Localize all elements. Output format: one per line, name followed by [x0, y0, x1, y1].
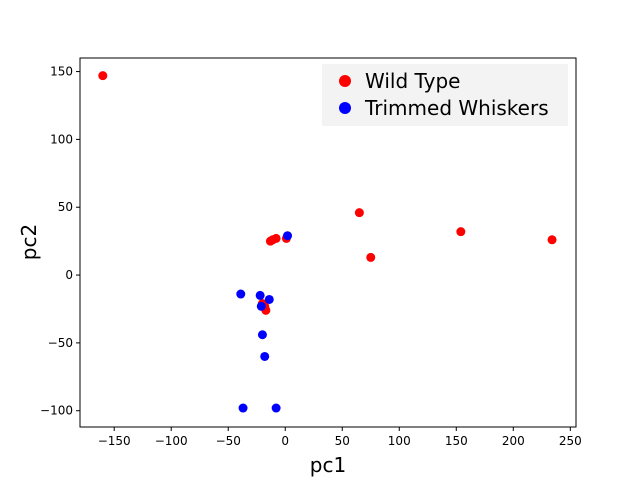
x-axis-ticks: −150 −100 −50 0 50 100 150 200 250: [98, 427, 582, 448]
y-tick-label: 50: [58, 200, 73, 214]
wild-type-point: [271, 233, 281, 243]
wild-type-point: [456, 227, 466, 237]
data-points: [98, 71, 557, 413]
wild-type-point: [547, 235, 557, 245]
x-tick-label: −150: [98, 434, 131, 448]
trimmed-whiskers-point: [264, 294, 274, 304]
wild-type-point: [98, 71, 108, 81]
y-tick-label: 150: [50, 65, 73, 79]
y-tick-label: −100: [40, 404, 73, 418]
y-tick-label: 0: [65, 268, 73, 282]
trimmed-whiskers-point: [283, 231, 293, 241]
legend-box: [322, 64, 568, 126]
y-axis-label: pc2: [17, 224, 41, 260]
x-tick-label: 50: [335, 434, 350, 448]
trimmed-whiskers-point: [257, 330, 267, 340]
x-axis-label: pc1: [310, 453, 346, 477]
trimmed-whiskers-point: [255, 290, 265, 300]
wild-type-point: [354, 208, 364, 218]
x-tick-label: 200: [502, 434, 525, 448]
legend: Wild Type Trimmed Whiskers: [322, 64, 568, 126]
trimmed-whiskers-point: [260, 351, 270, 361]
x-tick-label: 250: [559, 434, 582, 448]
legend-label: Wild Type: [365, 69, 460, 93]
trimmed-whiskers-point: [238, 403, 248, 413]
legend-marker: [339, 75, 351, 87]
y-tick-label: −50: [48, 336, 73, 350]
x-tick-label: −100: [155, 434, 188, 448]
x-tick-label: 0: [281, 434, 289, 448]
x-tick-label: 150: [445, 434, 468, 448]
trimmed-whiskers-point: [256, 301, 266, 311]
y-tick-label: 100: [50, 132, 73, 146]
x-tick-label: 100: [388, 434, 411, 448]
legend-marker: [339, 102, 351, 114]
y-axis-ticks: −100 −50 0 50 100 150: [40, 65, 80, 418]
trimmed-whiskers-point: [271, 403, 281, 413]
legend-label: Trimmed Whiskers: [364, 96, 549, 120]
x-tick-label: −50: [216, 434, 241, 448]
trimmed-whiskers-point: [236, 289, 246, 299]
wild-type-point: [366, 252, 376, 262]
